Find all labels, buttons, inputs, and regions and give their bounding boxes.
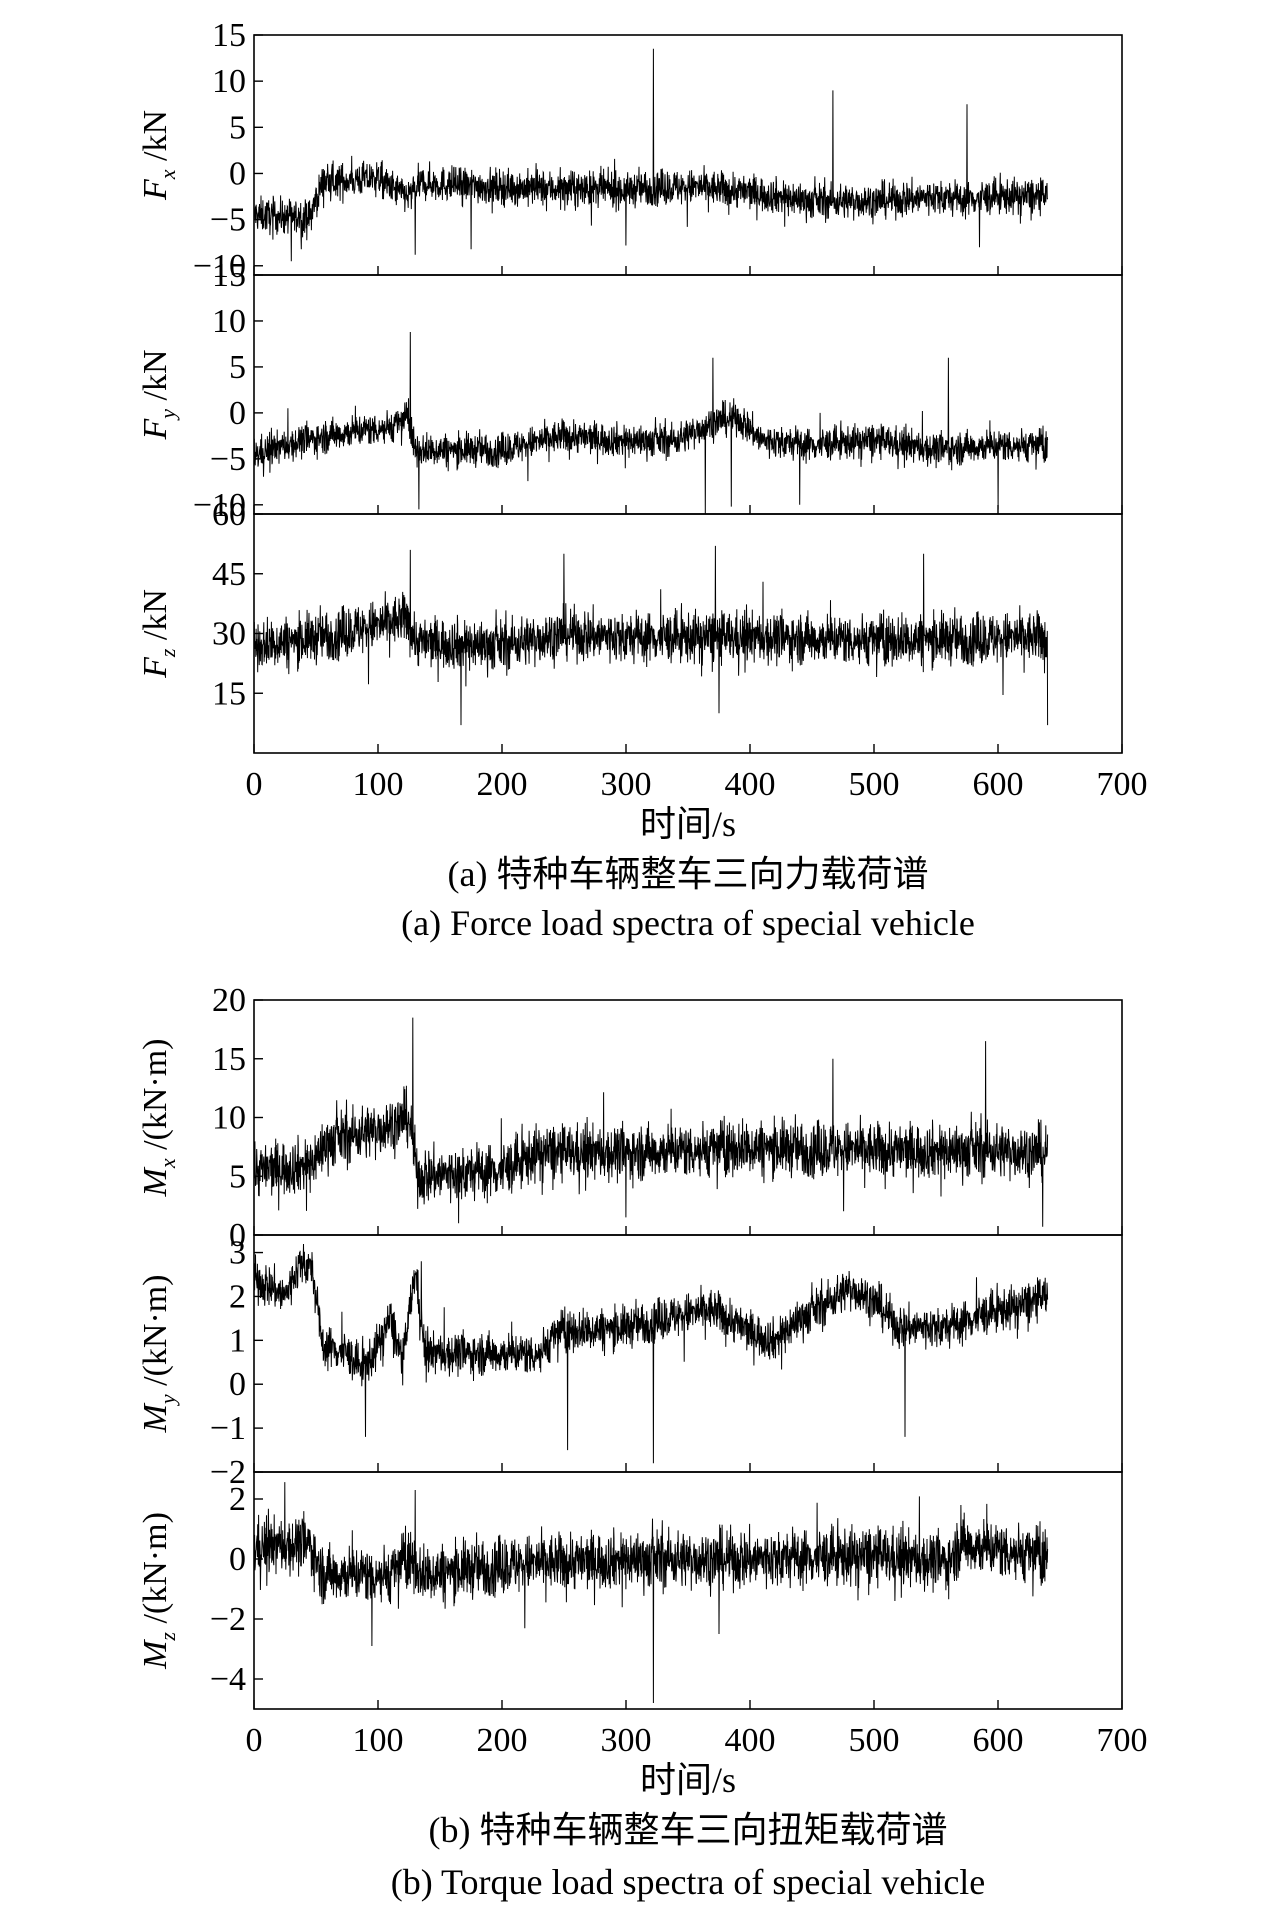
y-tick-label: 1 xyxy=(229,1322,246,1359)
y-tick-label: 0 xyxy=(229,1366,246,1403)
x-tick-label: 500 xyxy=(849,766,900,803)
y-tick-label: 3 xyxy=(229,1235,246,1272)
x-tick-label: 500 xyxy=(849,1722,900,1759)
y-tick-label: 30 xyxy=(212,616,246,653)
x-tick-label: 200 xyxy=(477,1722,528,1759)
x-tick-label: 600 xyxy=(973,766,1024,803)
y-axis-label-Fz: Fz /kN xyxy=(137,589,180,679)
y-tick-label: 20 xyxy=(212,982,246,1019)
x-tick-label: 600 xyxy=(973,1722,1024,1759)
y-tick-label: −2 xyxy=(210,1454,246,1491)
x-axis-label-b: 时间/s xyxy=(640,1760,736,1800)
series-line-My xyxy=(253,1243,1049,1464)
y-axis-label-Mx: Mx /(kN·m) xyxy=(137,1038,180,1197)
y-tick-label: 45 xyxy=(212,556,246,593)
x-tick-label: 300 xyxy=(601,1722,652,1759)
series-line-Mx xyxy=(253,1017,1049,1227)
y-tick-label: −10 xyxy=(193,248,246,285)
y-tick-label: 5 xyxy=(229,349,246,386)
series-line-Fz xyxy=(253,545,1049,726)
panel-Mx: 0 5 10 15 20 Mx /(kN·m) xyxy=(137,982,1123,1254)
y-axis-label-Fx: Fx /kN xyxy=(137,110,180,201)
y-axis-label-Fy: Fy /kN xyxy=(137,349,180,440)
x-tick-label: 400 xyxy=(725,766,776,803)
x-tick-label: 100 xyxy=(353,766,404,803)
x-tick-label: 300 xyxy=(601,766,652,803)
series-line-Mz xyxy=(253,1482,1049,1704)
y-tick-label: 60 xyxy=(212,496,246,533)
y-tick-label: 0 xyxy=(229,395,246,432)
y-tick-label: 15 xyxy=(212,257,246,294)
y-tick-label: 2 xyxy=(229,1481,246,1518)
y-tick-label: 15 xyxy=(212,675,246,712)
y-tick-label: −1 xyxy=(210,1410,246,1447)
y-tick-label: 15 xyxy=(212,1041,246,1078)
y-tick-label: 10 xyxy=(212,63,246,100)
x-tick-label: 200 xyxy=(477,766,528,803)
x-tick-label: 700 xyxy=(1097,766,1148,803)
plot-frame-My xyxy=(253,1234,1123,1473)
panel-Fy: −10 −5 0 5 10 15 Fy /kN xyxy=(137,257,1123,524)
y-axis-label-Mz: Mz /(kN·m) xyxy=(137,1512,180,1670)
y-tick-label: −5 xyxy=(210,441,246,478)
caption-en-b: (b) Torque load spectra of special vehic… xyxy=(391,1862,986,1902)
y-tick-label: 10 xyxy=(212,1100,246,1137)
panel-Mz: −4 −2 0 2 0 100 200 300 400 500 600 700 Mz /(kN·m) xyxy=(137,1471,1148,1759)
y-tick-label: 15 xyxy=(212,17,246,54)
x-axis-label-a: 时间/s xyxy=(640,804,736,844)
panel-My: −2 −1 0 1 2 3 My /(kN·m) xyxy=(137,1234,1123,1491)
y-tick-label: −10 xyxy=(193,487,246,524)
y-tick-label: −4 xyxy=(210,1661,246,1698)
y-tick-label: 10 xyxy=(212,303,246,340)
y-tick-label: 0 xyxy=(229,1217,246,1254)
y-tick-label: 2 xyxy=(229,1278,246,1315)
plot-frame-Fx xyxy=(253,34,1123,276)
y-tick-label: 5 xyxy=(229,109,246,146)
y-axis-label-My: My /(kN·m) xyxy=(137,1274,180,1433)
series-line-Fy xyxy=(253,331,1049,515)
y-tick-label: −2 xyxy=(210,1601,246,1638)
caption-cn-b: (b) 特种车辆整车三向扭矩载荷谱 xyxy=(429,1810,948,1850)
plot-frame-Fy xyxy=(253,274,1123,515)
caption-en-a: (a) Force load spectra of special vehicl… xyxy=(401,903,975,943)
series-line-Fx xyxy=(253,48,1049,262)
x-tick-label: 0 xyxy=(246,1722,263,1759)
y-tick-label: 5 xyxy=(229,1158,246,1195)
y-tick-label: −5 xyxy=(210,202,246,239)
x-tick-label: 100 xyxy=(353,1722,404,1759)
plot-frame-Mz xyxy=(253,1471,1123,1710)
y-tick-label: 0 xyxy=(229,1541,246,1578)
x-tick-label: 0 xyxy=(246,766,263,803)
y-tick-label: 0 xyxy=(229,155,246,192)
caption-cn-a: (a) 特种车辆整车三向力载荷谱 xyxy=(448,854,929,894)
panel-Fx: −10 −5 0 5 10 15 Fx /kN xyxy=(137,17,1123,285)
x-tick-label: 400 xyxy=(725,1722,776,1759)
x-tick-label: 700 xyxy=(1097,1722,1148,1759)
plot-frame-Mx xyxy=(253,999,1123,1236)
